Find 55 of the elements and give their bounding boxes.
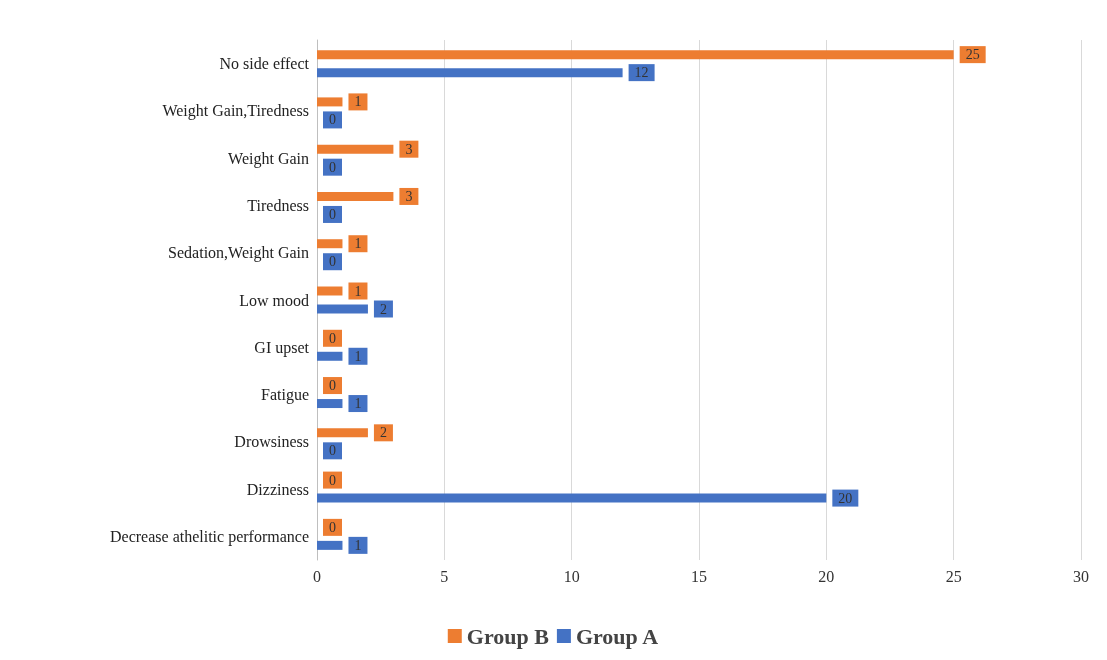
bar <box>317 351 343 361</box>
data-label: 12 <box>634 65 649 81</box>
data-label: 0 <box>329 472 336 488</box>
y-tick-label: Sedation,Weight Gain <box>168 244 309 263</box>
bar <box>317 68 623 78</box>
legend-label: Group B <box>466 623 550 649</box>
bar <box>317 399 343 409</box>
data-label: 2 <box>379 301 387 317</box>
data-label: 20 <box>838 490 853 506</box>
bar <box>317 286 343 296</box>
bar <box>317 144 394 154</box>
bar <box>317 191 394 201</box>
x-tick-label: 0 <box>313 567 321 585</box>
x-tick-label: 30 <box>1073 567 1089 585</box>
data-label: 1 <box>354 283 362 299</box>
x-tick-label: 5 <box>440 567 449 585</box>
y-tick-label: No side effect <box>219 55 310 73</box>
data-label: 0 <box>329 254 336 270</box>
y-tick-label: Weight Gain <box>228 149 309 168</box>
x-tick-label: 15 <box>691 567 707 585</box>
x-tick-label: 25 <box>945 567 962 585</box>
data-label: 0 <box>329 112 336 128</box>
bar <box>317 428 368 438</box>
bar <box>317 493 827 503</box>
data-label: 0 <box>329 519 336 535</box>
x-tick-label: 20 <box>818 567 835 585</box>
data-label: 25 <box>965 47 980 63</box>
y-tick-label: Low mood <box>239 291 309 309</box>
y-tick-label: Fatigue <box>261 386 309 405</box>
y-tick-label: Decrease athelitic performance <box>110 527 309 546</box>
x-tick-label: 10 <box>563 567 580 585</box>
data-label: 0 <box>329 206 336 222</box>
bar <box>317 50 954 60</box>
data-label: 1 <box>354 537 362 553</box>
bar <box>317 540 343 550</box>
y-tick-label: Weight Gain,Tiredness <box>162 102 309 121</box>
y-tick-label: Tiredness <box>247 196 309 214</box>
data-label: 1 <box>354 236 362 252</box>
data-label: 1 <box>354 396 362 412</box>
data-label: 1 <box>354 94 362 110</box>
bar <box>317 97 343 107</box>
data-label: 0 <box>329 443 336 459</box>
legend-label: Group A <box>575 623 659 649</box>
y-tick-label: Drowsiness <box>234 433 309 451</box>
data-label: 0 <box>329 159 336 175</box>
data-label: 0 <box>329 330 336 346</box>
y-tick-label: GI upset <box>254 338 310 357</box>
data-label: 3 <box>405 141 413 157</box>
bar <box>317 304 368 314</box>
data-label: 1 <box>354 348 362 364</box>
bar <box>317 239 343 249</box>
data-label: 3 <box>405 188 413 204</box>
data-label: 0 <box>329 378 336 394</box>
y-tick-label: Dizziness <box>246 480 309 498</box>
data-label: 2 <box>379 425 387 441</box>
